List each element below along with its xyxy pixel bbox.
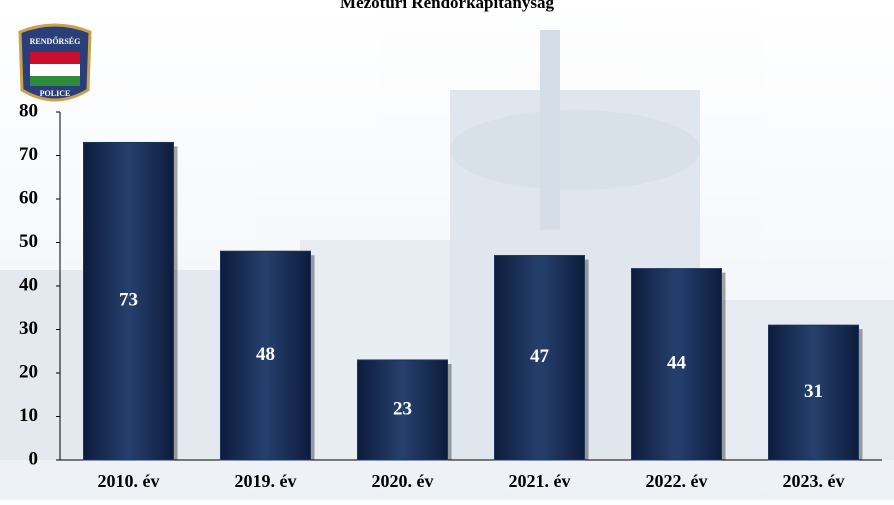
value-label: 48 [256, 344, 275, 365]
value-label: 73 [119, 290, 138, 311]
value-label: 44 [667, 353, 687, 374]
y-tick-label: 0 [29, 448, 39, 469]
y-tick-label: 40 [19, 274, 38, 295]
y-tick-label: 60 [19, 187, 38, 208]
logo-bottom: POLICE [40, 89, 71, 98]
bar [83, 141, 174, 461]
bar [220, 250, 311, 461]
y-tick-label: 70 [19, 144, 38, 165]
value-label: 31 [804, 381, 823, 402]
x-tick-label: 2020. év [372, 471, 434, 491]
y-tick-label: 80 [19, 100, 38, 121]
bar [768, 324, 859, 461]
bar [631, 268, 722, 461]
value-label: 23 [393, 398, 412, 419]
y-tick-label: 50 [19, 231, 38, 252]
logo-top: RENDŐRSÉG [30, 36, 81, 46]
x-tick-label: 2022. év [646, 471, 708, 491]
chart-title: Mezőtúri Rendőrkapitányság [340, 0, 554, 12]
y-tick-label: 20 [19, 361, 38, 382]
y-tick-label: 30 [19, 318, 38, 339]
x-tick-label: 2010. év [98, 471, 160, 491]
bar [357, 359, 448, 461]
x-tick-label: 2021. év [509, 471, 571, 491]
y-tick-label: 10 [19, 405, 38, 426]
x-tick-label: 2023. év [783, 471, 845, 491]
bar [494, 255, 585, 461]
value-label: 47 [530, 346, 550, 367]
police-logo: RENDŐRSÉG POLICE [18, 23, 92, 102]
x-tick-label: 2019. év [235, 471, 297, 491]
